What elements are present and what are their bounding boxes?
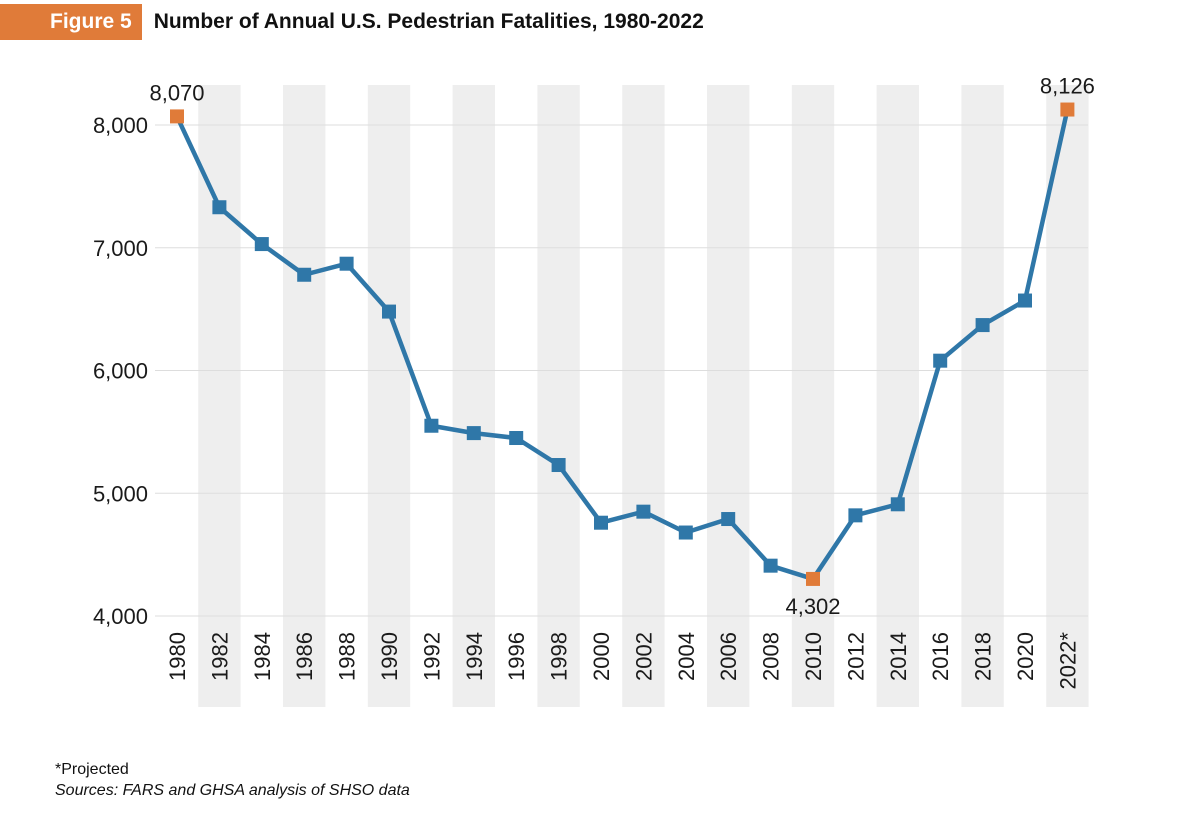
x-tick-label: 1988 (335, 632, 360, 681)
y-tick-label: 5,000 (93, 481, 148, 506)
x-tick-label: 2020 (1013, 632, 1038, 681)
x-tick-label: 1984 (250, 632, 275, 681)
data-marker (890, 497, 905, 512)
x-tick-label: 2016 (928, 632, 953, 681)
data-marker (466, 426, 481, 441)
x-tick-label: 1998 (547, 632, 572, 681)
x-tick-label: 1994 (462, 632, 487, 681)
data-label: 4,302 (785, 594, 840, 619)
data-marker (721, 512, 736, 527)
data-labels: 8,070 4,302 8,126 (149, 74, 1094, 619)
data-marker (678, 525, 693, 540)
y-tick-label: 8,000 (93, 113, 148, 138)
background-band (198, 85, 241, 707)
x-tick-label: 2008 (759, 632, 784, 681)
x-tick-label: 2012 (843, 632, 868, 681)
background-band (537, 85, 580, 707)
x-tick-label: 1986 (292, 632, 317, 681)
data-marker (848, 508, 863, 523)
figure-title: Number of Annual U.S. Pedestrian Fatalit… (153, 10, 704, 33)
data-marker (594, 515, 608, 530)
background-band (707, 85, 750, 707)
data-series (174, 109, 1070, 582)
x-tick-label: 1982 (207, 632, 232, 681)
background-band (1046, 85, 1089, 707)
highlighted-marker (806, 571, 820, 586)
x-tick-label: 1990 (377, 632, 402, 681)
data-marker (254, 237, 269, 252)
data-marker (1018, 293, 1032, 308)
gridlines (155, 124, 1088, 617)
x-tick-label: 1996 (504, 632, 529, 681)
background-band (367, 85, 411, 707)
data-marker (212, 200, 227, 215)
data-marker (382, 304, 396, 319)
x-tick-label: 1992 (419, 632, 444, 681)
figure-label: Figure 5 (0, 4, 142, 40)
background-band (876, 85, 919, 707)
figure-footer: *Projected Sources: FARS and GHSA analys… (55, 759, 410, 801)
background-bands (198, 85, 1089, 707)
y-tick-label: 6,000 (93, 359, 148, 384)
data-marker (763, 558, 778, 573)
background-band (622, 85, 665, 707)
data-marker (636, 504, 651, 519)
data-marker (975, 318, 990, 333)
figure-header: Figure 5 Number of Annual U.S. Pedestria… (0, 4, 704, 40)
x-tick-label: 1980 (165, 632, 190, 681)
data-label: 8,070 (149, 80, 204, 105)
y-tick-label: 4,000 (93, 604, 148, 629)
x-tick-label: 2010 (801, 632, 826, 681)
data-marker (551, 458, 566, 473)
data-marker (509, 431, 524, 446)
background-band (791, 85, 835, 707)
highlighted-marker (170, 109, 184, 124)
y-tick-label: 7,000 (93, 236, 148, 261)
background-band (283, 85, 326, 707)
data-marker (933, 353, 948, 368)
background-band (961, 85, 1004, 707)
y-axis-ticks: 4,000 5,000 6,000 7,000 8,000 (93, 113, 148, 629)
highlighted-marker (1060, 102, 1075, 117)
x-tick-label: 2000 (589, 632, 614, 681)
x-tick-label: 2022* (1055, 632, 1080, 690)
sources-note: Sources: FARS and GHSA analysis of SHSO … (55, 782, 410, 799)
data-points (170, 102, 1075, 586)
data-label: 8,126 (1040, 74, 1095, 99)
background-band (452, 85, 495, 707)
series-line (174, 109, 1070, 582)
data-marker (297, 267, 312, 282)
x-tick-label: 2018 (971, 632, 996, 681)
footnote: *Projected (55, 761, 129, 778)
x-tick-label: 2002 (631, 632, 656, 681)
x-tick-label: 2006 (716, 632, 741, 681)
x-tick-label: 2014 (886, 632, 911, 681)
x-tick-label: 2004 (674, 632, 699, 681)
data-marker (339, 256, 354, 271)
x-axis-ticks: 1980 1982 1984 1986 1988 1990 1992 1994 1996 1998… (165, 632, 1080, 690)
data-marker (424, 418, 439, 433)
